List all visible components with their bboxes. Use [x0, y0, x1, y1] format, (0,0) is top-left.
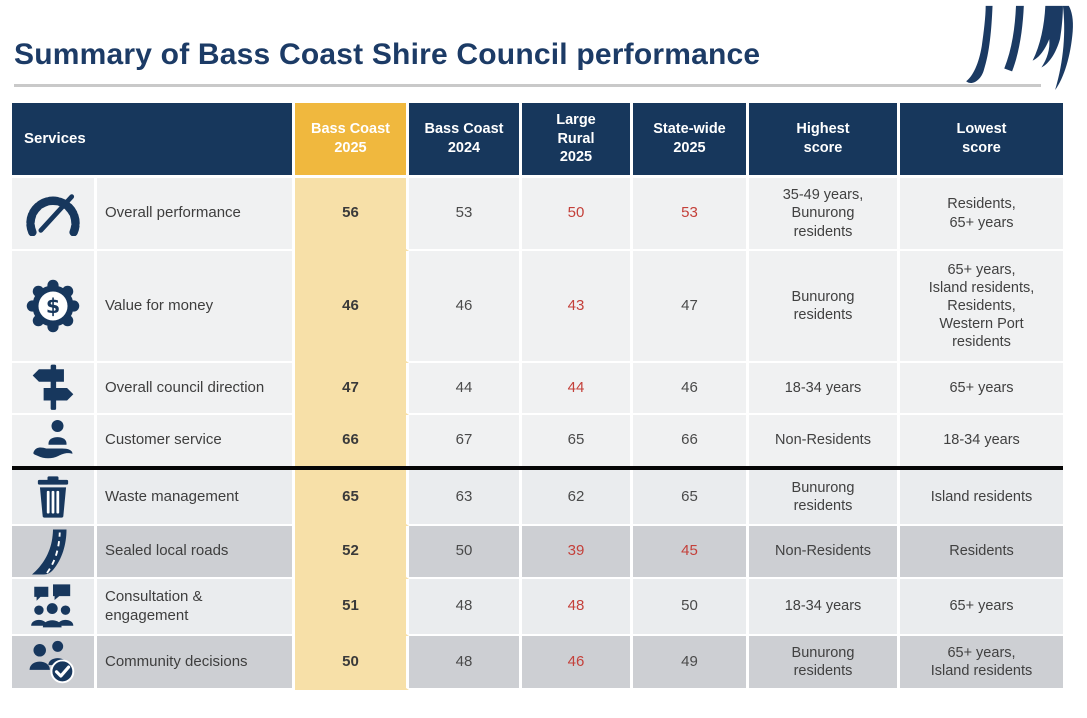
- state-wide-2025-value: 53: [633, 178, 749, 251]
- bass-coast-2024-value: 46: [409, 251, 522, 363]
- table-row: Sealed local roads 52 50 39 45 Non-Residents R…: [12, 526, 1063, 579]
- large-rural-2025-value: 48: [522, 579, 633, 636]
- lowest-score-cell: 65+ years: [900, 579, 1063, 636]
- table-row: Community decisions 50 48 46 49 Bunurong resi…: [12, 636, 1063, 690]
- dollar-gear-icon: [12, 251, 97, 363]
- bass-coast-2025-value: 56: [295, 178, 409, 251]
- col-header-lowest-score: Lowest score: [900, 103, 1063, 178]
- section-divider: [12, 466, 1063, 470]
- lowest-score-cell: 65+ years, Island residents, Residents, …: [900, 251, 1063, 363]
- bass-coast-2025-value: 47: [295, 363, 409, 415]
- bass-coast-2024-value: 67: [409, 415, 522, 466]
- performance-table: Services Bass Coast 2025 Bass Coast 2024…: [12, 103, 1063, 690]
- service-label: Overall council direction: [97, 363, 295, 415]
- title-underline: [14, 84, 1041, 87]
- table-row: Customer service 66 67 65 66 Non-Residents 18-…: [12, 415, 1063, 466]
- page-title: Summary of Bass Coast Shire Council perf…: [14, 38, 761, 71]
- highest-score-cell: 18-34 years: [749, 579, 900, 636]
- large-rural-2025-value: 44: [522, 363, 633, 415]
- jws-logo-icon: [966, 5, 1073, 90]
- highest-score-cell: 18-34 years: [749, 363, 900, 415]
- highest-score-cell: Non-Residents: [749, 526, 900, 579]
- lowest-score-cell: 18-34 years: [900, 415, 1063, 466]
- state-wide-2025-value: 66: [633, 415, 749, 466]
- lowest-score-cell: Residents, 65+ years: [900, 178, 1063, 251]
- state-wide-2025-value: 46: [633, 363, 749, 415]
- trash-icon: [12, 470, 97, 526]
- road-icon: [12, 526, 97, 579]
- table-row: Overall council direction 47 44 44 46 18-34 y…: [12, 363, 1063, 415]
- large-rural-2025-value: 65: [522, 415, 633, 466]
- service-label: Sealed local roads: [97, 526, 295, 579]
- highest-score-cell: Non-Residents: [749, 415, 900, 466]
- col-header-bass-coast-2024: Bass Coast 2024: [409, 103, 522, 178]
- lowest-score-cell: Residents: [900, 526, 1063, 579]
- signpost-icon: [12, 363, 97, 415]
- bass-coast-2025-value: 52: [295, 526, 409, 579]
- large-rural-2025-value: 62: [522, 470, 633, 526]
- bass-coast-2025-value: 65: [295, 470, 409, 526]
- col-header-bass-coast-2025: Bass Coast 2025: [295, 103, 409, 178]
- table-body: Overall performance 56 53 50 53 35-49 years, …: [12, 178, 1063, 690]
- large-rural-2025-value: 46: [522, 636, 633, 690]
- customer-service-icon: [12, 415, 97, 466]
- bass-coast-2025-value: 50: [295, 636, 409, 690]
- service-label: Community decisions: [97, 636, 295, 690]
- bass-coast-2025-value: 51: [295, 579, 409, 636]
- service-label: Waste management: [97, 470, 295, 526]
- table-row: Value for money 46 46 43 47 Bunurong resident…: [12, 251, 1063, 363]
- highest-score-cell: Bunurong residents: [749, 251, 900, 363]
- consultation-icon: [12, 579, 97, 636]
- lowest-score-cell: 65+ years, Island residents: [900, 636, 1063, 690]
- service-label: Overall performance: [97, 178, 295, 251]
- bass-coast-2025-value: 46: [295, 251, 409, 363]
- state-wide-2025-value: 50: [633, 579, 749, 636]
- table-row: Consultation & engagement 51 48 48 50 18-34 y…: [12, 579, 1063, 636]
- state-wide-2025-value: 45: [633, 526, 749, 579]
- col-header-state-wide-2025: State-wide 2025: [633, 103, 749, 178]
- col-header-services: Services: [12, 103, 295, 178]
- col-header-large-rural-2025: Large Rural 2025: [522, 103, 633, 178]
- community-decisions-icon: [12, 636, 97, 690]
- state-wide-2025-value: 47: [633, 251, 749, 363]
- service-label: Customer service: [97, 415, 295, 466]
- highest-score-cell: Bunurong residents: [749, 470, 900, 526]
- state-wide-2025-value: 65: [633, 470, 749, 526]
- bass-coast-2024-value: 63: [409, 470, 522, 526]
- lowest-score-cell: Island residents: [900, 470, 1063, 526]
- bass-coast-2024-value: 53: [409, 178, 522, 251]
- gauge-icon: [12, 178, 97, 251]
- bass-coast-2024-value: 50: [409, 526, 522, 579]
- large-rural-2025-value: 39: [522, 526, 633, 579]
- bass-coast-2024-value: 48: [409, 636, 522, 690]
- col-header-highest-score: Highest score: [749, 103, 900, 178]
- table-row: Overall performance 56 53 50 53 35-49 years, …: [12, 178, 1063, 251]
- large-rural-2025-value: 50: [522, 178, 633, 251]
- bass-coast-2025-value: 66: [295, 415, 409, 466]
- lowest-score-cell: 65+ years: [900, 363, 1063, 415]
- highest-score-cell: 35-49 years, Bunurong residents: [749, 178, 900, 251]
- service-label: Consultation & engagement: [97, 579, 295, 636]
- highest-score-cell: Bunurong residents: [749, 636, 900, 690]
- bass-coast-2024-value: 48: [409, 579, 522, 636]
- state-wide-2025-value: 49: [633, 636, 749, 690]
- bass-coast-2024-value: 44: [409, 363, 522, 415]
- table-row: Waste management 65 63 62 65 Bunurong residen…: [12, 470, 1063, 526]
- large-rural-2025-value: 43: [522, 251, 633, 363]
- table-header: Services Bass Coast 2025 Bass Coast 2024…: [12, 103, 1063, 178]
- service-label: Value for money: [97, 251, 295, 363]
